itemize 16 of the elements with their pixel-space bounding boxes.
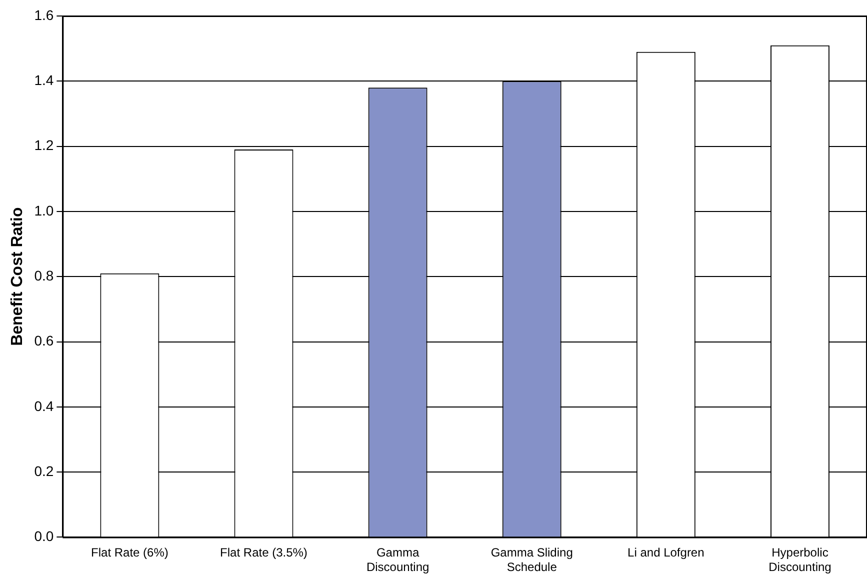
y-tick-label: 0.2 [34, 462, 54, 479]
y-tick-label: 1.4 [34, 72, 54, 88]
x-tick-label: Gamma Discounting [366, 546, 430, 574]
x-tick-label: Flat Rate (3.5%) [220, 546, 308, 560]
y-tick-label: 0.6 [34, 332, 54, 349]
y-tick-label: 1.0 [34, 202, 54, 218]
y-tick-label: 0.8 [34, 267, 54, 284]
x-tick-label: Gamma Sliding Schedule [490, 546, 573, 574]
x-tick-label: Flat Rate (6%) [91, 546, 168, 560]
y-tick-label: 0.0 [34, 528, 54, 544]
y-tick-label: 0.4 [34, 398, 54, 414]
y-tick-label: 1.2 [34, 137, 54, 154]
y-tick-label: 1.6 [34, 6, 54, 23]
x-tick-label: Li and Lofgren [628, 546, 704, 560]
x-tick-label: Hyperbolic Discounting [768, 546, 832, 574]
y-axis-title: Benefit Cost Ratio [9, 207, 26, 346]
